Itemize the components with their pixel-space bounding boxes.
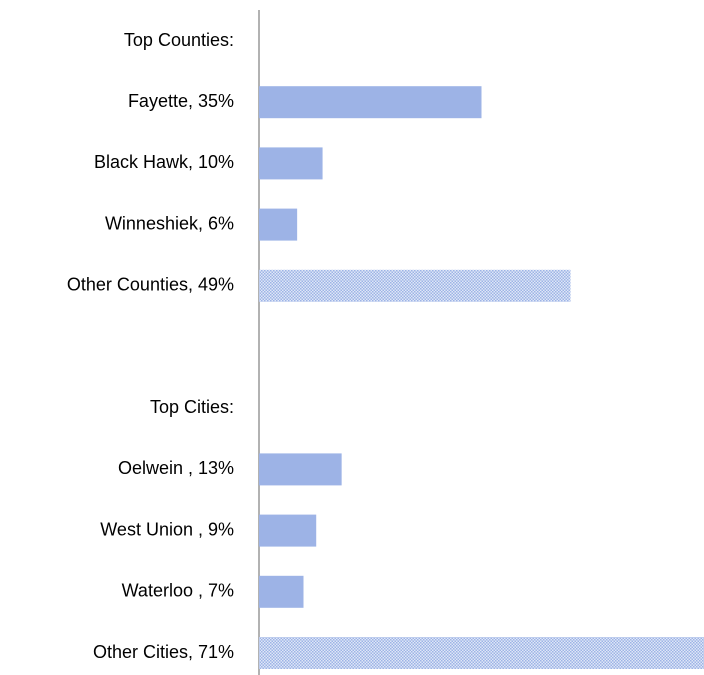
category-label: Top Counties: — [124, 30, 234, 50]
category-label: Other Counties, 49% — [67, 275, 234, 295]
category-label: Winneshiek, 6% — [105, 213, 234, 233]
category-label: Other Cities, 71% — [93, 642, 234, 662]
bar — [259, 208, 298, 241]
category-label: Black Hawk, 10% — [94, 152, 234, 172]
category-label: Oelwein , 13% — [118, 458, 234, 478]
bar — [259, 575, 304, 608]
bar — [259, 86, 482, 119]
bar — [259, 269, 571, 302]
category-label: Top Cities: — [150, 397, 234, 417]
bar — [259, 637, 704, 669]
bar — [259, 147, 323, 180]
category-label: West Union , 9% — [100, 519, 234, 539]
plot-area — [259, 86, 704, 669]
bar — [259, 514, 317, 547]
category-label: Fayette, 35% — [128, 91, 234, 111]
bar — [259, 453, 342, 486]
category-label: Waterloo , 7% — [122, 581, 234, 601]
